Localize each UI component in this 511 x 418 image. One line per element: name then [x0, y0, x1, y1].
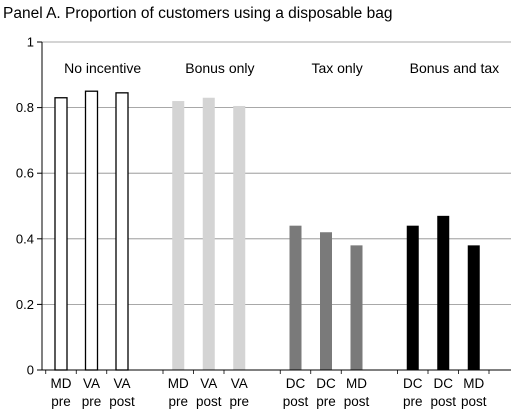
- category-label-line1: DC: [403, 376, 423, 391]
- group-label: Bonus and tax: [410, 60, 500, 76]
- bar: [437, 215, 450, 370]
- chart-title: Panel A. Proportion of customers using a…: [3, 5, 392, 22]
- labels: 0 0.2 0.4 0.6 0.8 1 No incentive MD pre VA pre VA po…: [16, 35, 499, 410]
- category-label-line2: pre: [403, 394, 423, 409]
- category-label-line2: post: [196, 394, 222, 409]
- y-tick-label: 0.6: [16, 166, 34, 181]
- category-label-line1: DC: [286, 376, 306, 391]
- category-label-line2: pre: [316, 394, 336, 409]
- category-label-line2: post: [430, 394, 456, 409]
- bar: [202, 97, 215, 370]
- category-label-line2: post: [109, 394, 135, 409]
- bar: [289, 225, 302, 370]
- group-label: No incentive: [64, 60, 141, 76]
- bars: [54, 90, 480, 371]
- bar: [233, 105, 246, 371]
- y-tick-label: 0.4: [16, 231, 34, 246]
- category-label-line2: pre: [229, 394, 249, 409]
- category-label-line1: MD: [463, 376, 484, 391]
- group-label: Tax only: [311, 60, 362, 76]
- category-label-line1: VA: [231, 376, 248, 391]
- category-label-line2: pre: [168, 394, 188, 409]
- category-label-line1: MD: [168, 376, 189, 391]
- y-tick-label: 1: [27, 35, 34, 50]
- category-label-line2: pre: [82, 394, 102, 409]
- bar: [406, 225, 419, 370]
- y-tick-label: 0: [27, 363, 34, 378]
- category-label-line2: post: [344, 394, 370, 409]
- category-label-line1: MD: [346, 376, 367, 391]
- group-label: Bonus only: [185, 60, 254, 76]
- category-label-line2: pre: [51, 394, 71, 409]
- bar: [172, 101, 185, 370]
- category-label-line1: VA: [113, 376, 130, 391]
- bar: [115, 92, 129, 371]
- bar: [54, 97, 68, 371]
- axes: [37, 41, 511, 374]
- y-tick-label: 0.2: [16, 297, 34, 312]
- y-tick-label: 0.8: [16, 100, 34, 115]
- category-label-line1: VA: [83, 376, 100, 391]
- bar: [320, 232, 332, 370]
- category-label-line1: DC: [316, 376, 336, 391]
- category-label-line1: DC: [434, 376, 454, 391]
- category-label-line2: post: [283, 394, 309, 409]
- category-label-line1: MD: [51, 376, 72, 391]
- bar: [467, 245, 480, 370]
- bar: [84, 90, 99, 371]
- bar: [350, 245, 363, 370]
- category-label-line2: post: [461, 394, 487, 409]
- category-label-line1: VA: [200, 376, 217, 391]
